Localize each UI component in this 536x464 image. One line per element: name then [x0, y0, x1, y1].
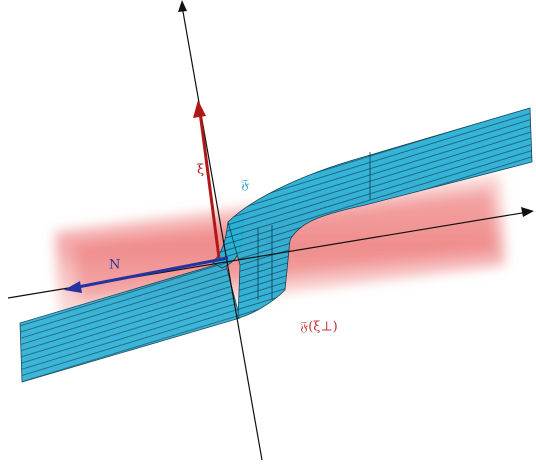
frak-f-label: 𝔉	[241, 178, 249, 193]
normal-arrow	[64, 256, 229, 293]
normal-label: N	[109, 258, 120, 273]
xi-label: ξ	[197, 163, 204, 178]
frak-f-xi-perp-label: 𝔉(ξ⊥)	[300, 320, 338, 335]
xi-arrow	[193, 100, 221, 259]
